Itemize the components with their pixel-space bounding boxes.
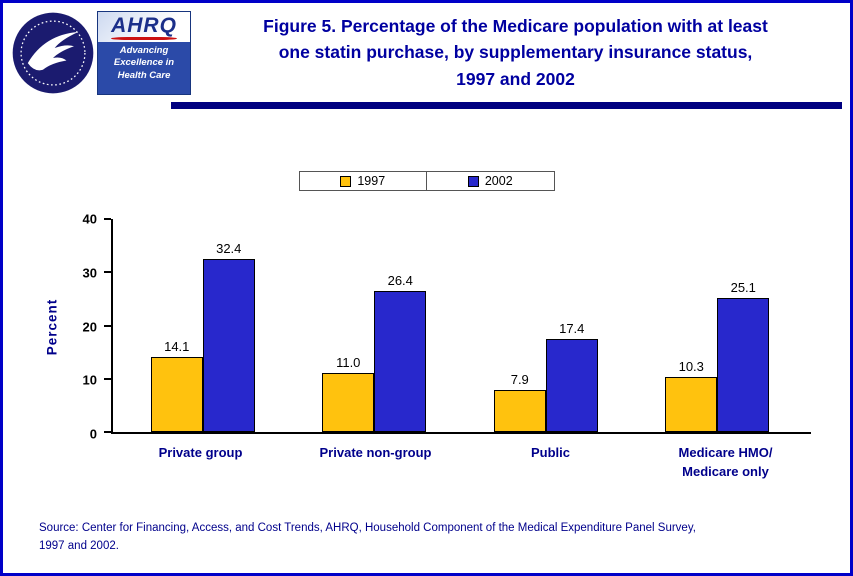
y-axis-tick-mark <box>104 377 111 380</box>
y-axis-tick-labels: 0 10 20 30 40 <box>67 212 111 442</box>
bar-2002: 32.4 <box>202 241 255 432</box>
y-axis-tick-mark <box>104 324 111 327</box>
y-axis-tick-label: 10 <box>82 372 97 388</box>
header: AHRQ Advancing Excellence in Health Care… <box>3 3 850 95</box>
bar-group: 14.1 32.4 <box>117 219 289 432</box>
legend-label-2002: 2002 <box>484 174 513 188</box>
bar-group: 11.0 26.4 <box>289 219 461 432</box>
y-axis-tick-label: 30 <box>82 265 97 281</box>
legend-item-1997: 1997 <box>300 172 427 190</box>
source-note: Source: Center for Financing, Access, an… <box>39 521 696 552</box>
bar-1997: 14.1 <box>150 339 203 432</box>
figure-title: Figure 5. Percentage of the Medicare pop… <box>263 16 768 89</box>
bar-value-label: 25.1 <box>730 280 756 296</box>
y-axis-tick-label: 0 <box>89 426 97 442</box>
x-axis-category-labels: Private group Private non-group Public Medi… <box>113 444 813 482</box>
bar-group: 7.9 17.4 <box>460 219 632 432</box>
y-axis-tick-mark <box>104 271 111 274</box>
bar-value-label: 17.4 <box>559 321 585 337</box>
plot-area-row: Percent 0 10 20 30 40 14.1 32.4 11.0 26.4 7.9 17.… <box>37 212 850 442</box>
ahrq-swoosh-icon <box>110 37 178 41</box>
bar-2002: 17.4 <box>545 321 598 432</box>
x-axis-category-label: Public <box>530 445 570 460</box>
ahrq-wordmark: AHRQ <box>111 14 177 37</box>
header-divider-rule <box>171 102 842 109</box>
bar-value-label: 26.4 <box>387 273 413 289</box>
logo-group: AHRQ Advancing Excellence in Health Care <box>11 11 191 95</box>
ahrq-logo-top: AHRQ <box>98 12 190 43</box>
y-axis-tick-mark <box>104 431 111 433</box>
legend-swatch-1997 <box>340 175 352 187</box>
x-axis-category-label: Private group <box>158 445 243 460</box>
bar-value-label: 7.9 <box>510 371 529 387</box>
bar-value-label: 14.1 <box>164 338 190 354</box>
ahrq-logo: AHRQ Advancing Excellence in Health Care <box>97 11 191 95</box>
chart-legend: 1997 2002 <box>298 171 555 191</box>
y-axis-tick-mark <box>104 218 111 220</box>
bar-group: 10.3 25.1 <box>632 219 804 432</box>
legend-swatch-2002 <box>467 175 479 187</box>
hhs-seal-icon <box>11 11 95 95</box>
y-axis-tick-label: 40 <box>82 211 97 227</box>
y-axis-title-column: Percent <box>37 219 67 434</box>
bar-1997: 11.0 <box>322 355 375 432</box>
x-axis-category-label: Private non-group <box>319 445 432 460</box>
bar-value-label: 32.4 <box>216 241 242 257</box>
bar-value-label: 10.3 <box>678 359 704 375</box>
x-axis-category-label: Medicare HMO/ Medicare only <box>678 445 773 479</box>
legend-item-2002: 2002 <box>426 172 554 190</box>
legend-label-1997: 1997 <box>357 174 386 188</box>
plot-area: 14.1 32.4 11.0 26.4 7.9 17.4 10.3 25.1 <box>104 218 811 434</box>
bar-2002: 26.4 <box>374 273 427 432</box>
y-axis-title: Percent <box>44 298 60 355</box>
y-axis-tick-label: 20 <box>82 319 97 334</box>
bar-1997: 7.9 <box>493 372 546 432</box>
ahrq-tagline: Advancing Excellence in Health Care <box>98 42 190 94</box>
bar-2002: 25.1 <box>717 280 770 432</box>
bar-1997: 10.3 <box>665 359 718 432</box>
bar-value-label: 11.0 <box>336 355 361 371</box>
